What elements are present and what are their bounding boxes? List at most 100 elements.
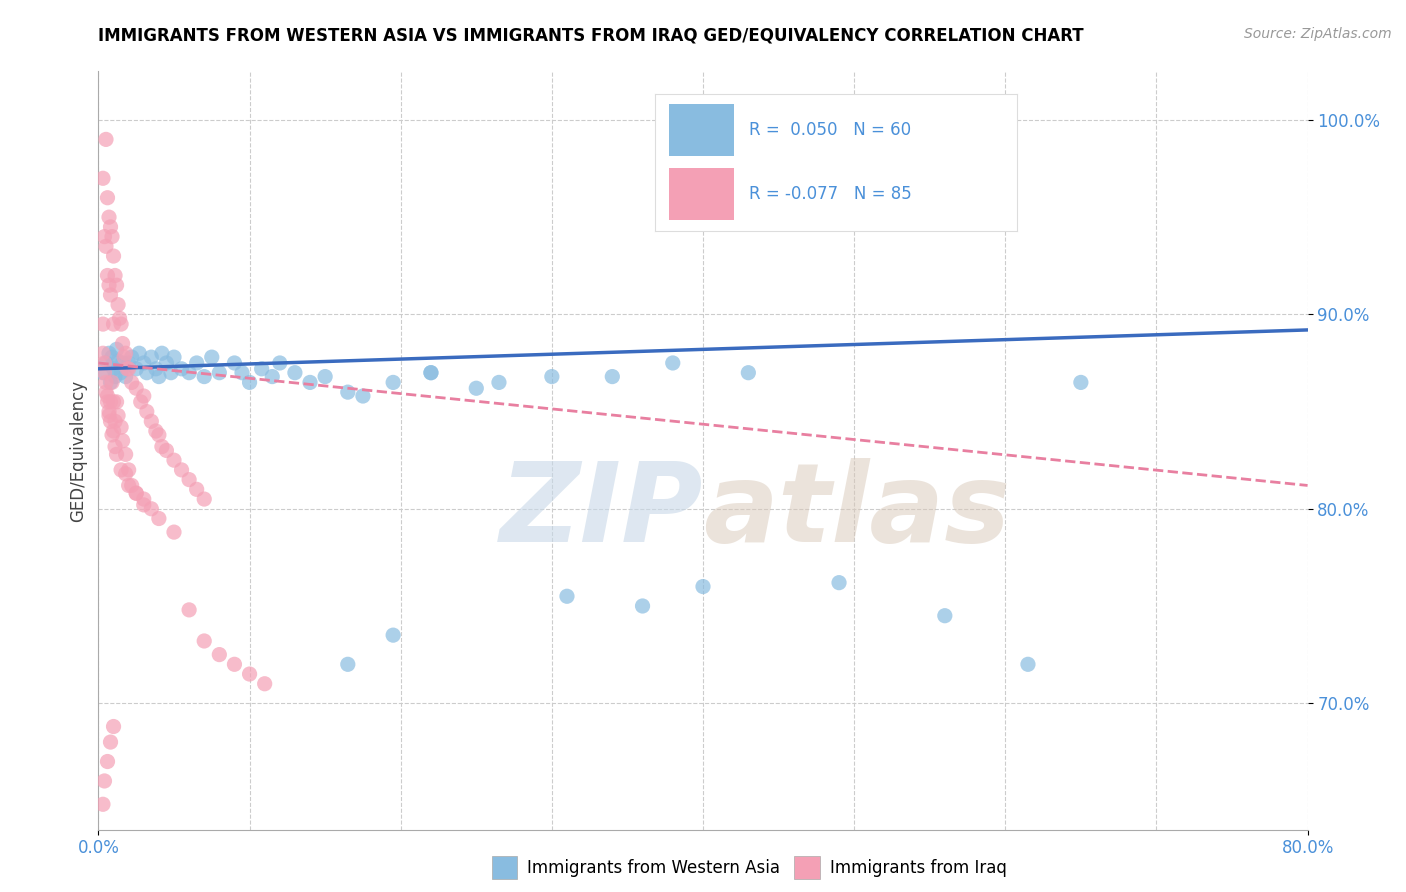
Point: [101, 350, 124, 364]
Point: [465, 381, 488, 395]
Point: [336, 657, 359, 672]
Point: [91, 366, 114, 380]
Point: [934, 608, 956, 623]
Point: [224, 657, 246, 672]
Point: [186, 356, 208, 370]
Point: [1017, 657, 1039, 672]
Point: [101, 428, 124, 442]
Point: [93, 366, 115, 380]
Point: [145, 361, 167, 376]
Point: [135, 404, 157, 418]
Point: [150, 440, 173, 454]
Point: [103, 361, 125, 376]
Point: [170, 361, 193, 376]
Point: [93, 774, 115, 789]
Point: [231, 366, 253, 380]
Point: [100, 219, 122, 234]
Point: [96, 389, 118, 403]
Point: [132, 491, 155, 506]
Point: [132, 498, 155, 512]
Point: [100, 288, 122, 302]
Point: [145, 424, 167, 438]
Point: [163, 350, 186, 364]
Point: [141, 501, 163, 516]
Point: [98, 346, 121, 360]
Point: [121, 478, 143, 492]
Point: [141, 414, 163, 428]
Point: [179, 366, 201, 380]
Point: [100, 376, 122, 390]
Point: [314, 369, 336, 384]
Point: [125, 486, 148, 500]
Text: ZIP: ZIP: [499, 458, 703, 565]
Point: [103, 317, 125, 331]
Point: [224, 356, 246, 370]
Point: [104, 414, 127, 428]
Point: [1070, 376, 1092, 390]
Point: [103, 395, 125, 409]
Point: [170, 463, 193, 477]
Point: [96, 395, 118, 409]
Point: [262, 369, 284, 384]
Point: [98, 210, 121, 224]
Point: [336, 385, 359, 400]
Point: [107, 298, 129, 312]
Point: [91, 317, 114, 331]
Point: [253, 677, 276, 691]
Point: [148, 511, 170, 525]
Point: [118, 361, 141, 376]
Point: [239, 376, 262, 390]
Point: [94, 376, 117, 390]
Point: [382, 376, 405, 390]
Point: [201, 350, 224, 364]
Point: [101, 229, 124, 244]
Point: [269, 356, 291, 370]
Point: [118, 478, 141, 492]
Point: [111, 356, 134, 370]
Point: [96, 755, 118, 769]
Point: [104, 440, 127, 454]
Point: [555, 589, 578, 603]
Point: [148, 428, 170, 442]
Point: [661, 356, 683, 370]
Point: [284, 366, 307, 380]
Point: [110, 317, 132, 331]
Point: [91, 797, 114, 812]
Point: [125, 486, 148, 500]
Point: [132, 389, 155, 403]
Point: [352, 389, 374, 403]
Point: [104, 369, 127, 384]
Point: [828, 575, 851, 590]
Point: [94, 385, 117, 400]
Point: [96, 268, 118, 283]
Point: [602, 369, 624, 384]
Point: [114, 369, 136, 384]
Point: [163, 525, 186, 540]
Point: [208, 366, 231, 380]
Y-axis label: GED/Equivalency: GED/Equivalency: [69, 379, 87, 522]
Point: [107, 409, 129, 423]
Point: [208, 648, 231, 662]
Point: [179, 603, 201, 617]
Point: [128, 346, 150, 360]
Text: atlas: atlas: [703, 458, 1011, 565]
Point: [111, 336, 134, 351]
Point: [104, 268, 127, 283]
Point: [540, 369, 562, 384]
Point: [160, 366, 183, 380]
Point: [121, 350, 143, 364]
Point: [250, 361, 273, 376]
Point: [114, 467, 136, 481]
Point: [155, 356, 177, 370]
Point: [118, 356, 141, 370]
Point: [141, 350, 163, 364]
Point: [111, 434, 134, 448]
Point: [91, 346, 114, 360]
Point: [112, 350, 135, 364]
Point: [115, 361, 138, 376]
Point: [737, 366, 759, 380]
Point: [179, 473, 201, 487]
Point: [148, 369, 170, 384]
Point: [93, 229, 115, 244]
Point: [129, 395, 152, 409]
